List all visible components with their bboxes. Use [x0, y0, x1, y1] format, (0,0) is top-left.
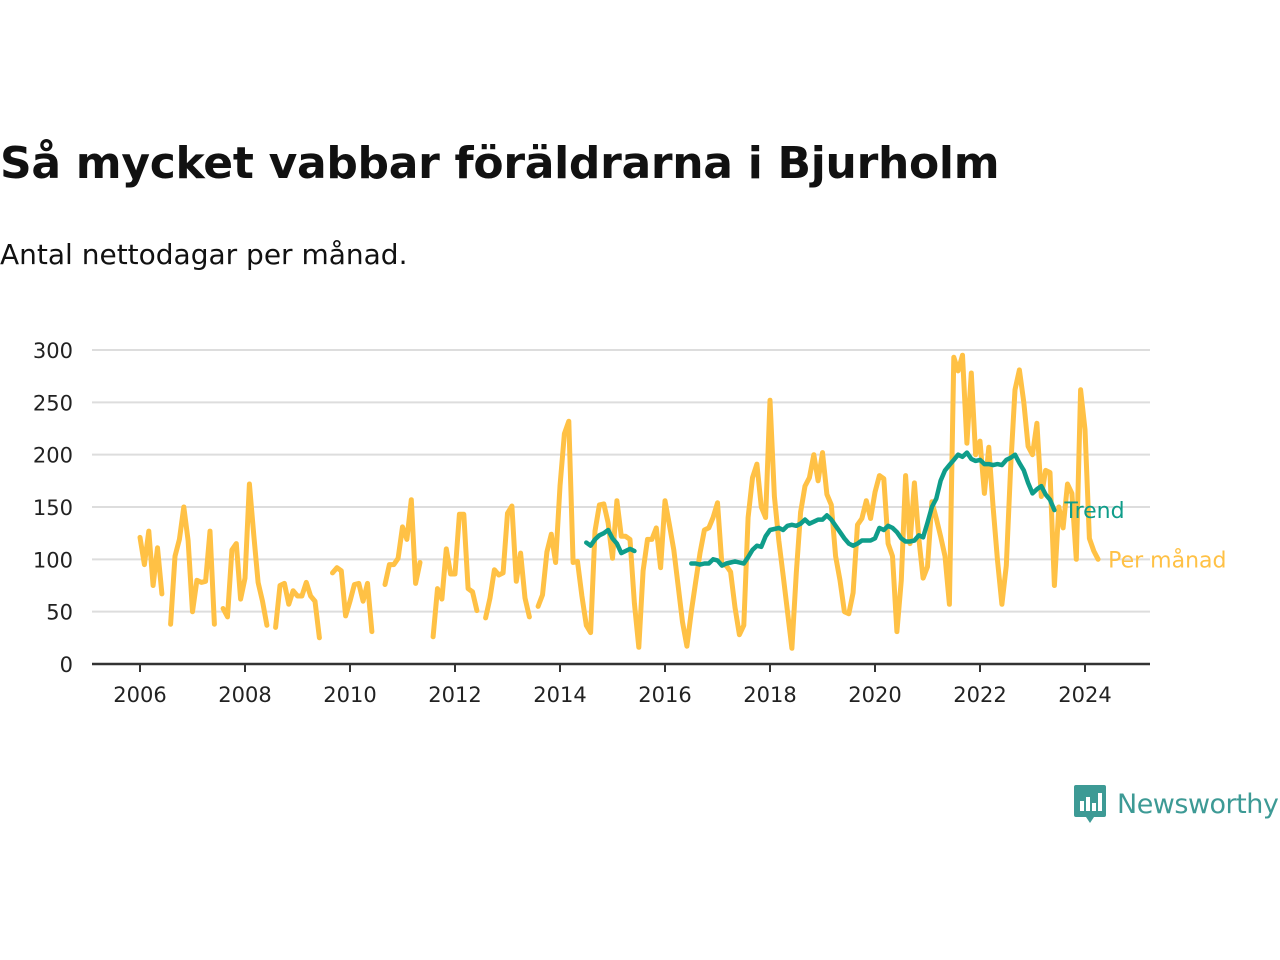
x-tick-label: 2010	[323, 683, 376, 707]
x-tick-label: 2014	[533, 683, 586, 707]
y-tick-label: 0	[60, 653, 73, 677]
y-axis-ticks: 0 50 100 150 200 250 300	[33, 339, 73, 677]
series-lines	[137, 352, 1101, 651]
brand-logo: Newsworthy	[1073, 784, 1279, 824]
per-manad-line	[168, 504, 217, 627]
series-per-manad	[137, 352, 1101, 651]
per-manad-line	[430, 511, 480, 640]
per-manad-line	[273, 579, 322, 641]
series-labels: Per månad Trend	[1063, 499, 1226, 573]
chart-subtitle: Antal nettodagar per månad.	[0, 238, 408, 271]
per-manad-line	[330, 565, 375, 635]
per-manad-line	[382, 497, 423, 587]
per-manad-line	[535, 352, 1101, 651]
trend-line	[689, 450, 1057, 568]
per-manad-line	[137, 528, 165, 597]
x-axis-ticks: 2006 2008 2010 2012 2014 2016 2018 2020 2022 2024	[113, 664, 1112, 707]
x-tick-label: 2022	[953, 683, 1006, 707]
y-tick-label: 50	[46, 601, 73, 625]
y-tick-label: 200	[33, 444, 73, 468]
trend-label: Trend	[1063, 499, 1124, 524]
x-tick-label: 2018	[743, 683, 796, 707]
chart-title: Så mycket vabbar föräldrarna i Bjurholm	[0, 138, 1000, 189]
newsworthy-logo-icon	[1074, 785, 1106, 823]
per-manad-line	[483, 503, 532, 621]
per-manad-line	[220, 481, 270, 628]
per-manad-label: Per månad	[1108, 547, 1226, 573]
y-tick-label: 300	[33, 339, 73, 363]
x-tick-label: 2020	[848, 683, 901, 707]
x-tick-label: 2006	[113, 683, 166, 707]
series-trend	[584, 450, 1057, 568]
y-tick-label: 250	[33, 391, 73, 415]
trend-line	[584, 527, 637, 556]
brand-name: Newsworthy	[1117, 788, 1279, 820]
x-tick-label: 2012	[428, 683, 481, 707]
x-tick-label: 2024	[1058, 683, 1111, 707]
y-tick-label: 150	[33, 496, 73, 520]
y-tick-label: 100	[33, 548, 73, 572]
x-tick-label: 2016	[638, 683, 691, 707]
x-tick-label: 2008	[218, 683, 271, 707]
